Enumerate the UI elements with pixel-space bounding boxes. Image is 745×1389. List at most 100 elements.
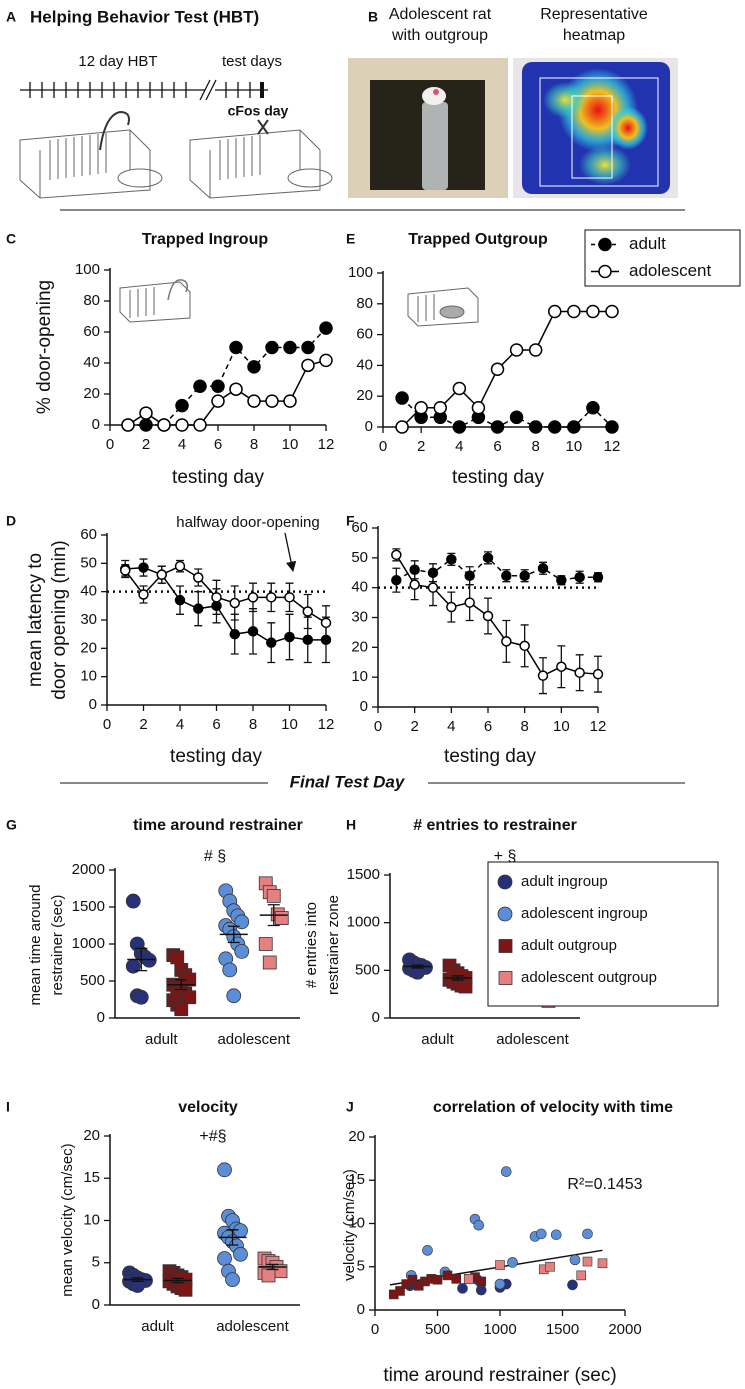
series-line — [401, 397, 613, 428]
x-tick-label: adult — [421, 1031, 454, 1048]
data-point — [567, 304, 581, 319]
legend-marker — [498, 939, 513, 953]
heatmap — [513, 58, 678, 198]
data-point — [582, 1228, 593, 1240]
x-tick-label: 0 — [103, 716, 111, 733]
y-tick-label: 5 — [357, 1258, 365, 1275]
series-line — [128, 327, 327, 426]
legend-label: adolescent outgroup — [521, 969, 657, 986]
data-point — [407, 1274, 418, 1285]
y-tick-label: 2000 — [72, 861, 105, 878]
data-point — [125, 893, 141, 909]
x-axis-label: testing day — [444, 746, 536, 767]
panel-letter: J — [346, 1099, 354, 1115]
panel-letter: A — [6, 9, 16, 25]
data-point — [464, 597, 475, 608]
y-tick-label: 80 — [83, 292, 100, 309]
x-axis-label: testing day — [170, 746, 262, 767]
y-tick-label: 40 — [356, 356, 373, 373]
x-tick-label: 1000 — [483, 1321, 516, 1338]
y-tick-label: 20 — [80, 639, 97, 656]
data-point — [229, 340, 243, 355]
y-tick-label: 40 — [80, 583, 97, 600]
data-point — [475, 1284, 487, 1296]
data-point — [211, 592, 222, 603]
inset-sketch — [119, 279, 479, 327]
x-tick-label: 12 — [590, 718, 607, 735]
error-bar — [135, 947, 148, 972]
data-point — [302, 606, 313, 617]
annotation: +#§ — [199, 1128, 226, 1145]
data-point — [247, 592, 259, 603]
photo — [348, 58, 508, 198]
x-tick-label: 12 — [318, 436, 335, 453]
data-point — [427, 582, 439, 593]
data-point — [211, 394, 225, 408]
data-point — [138, 562, 149, 573]
data-point — [266, 889, 281, 903]
panel-letter: F — [346, 513, 355, 529]
data-point — [537, 563, 549, 574]
data-point — [302, 634, 313, 646]
x-axis-label: testing day — [172, 467, 264, 488]
data-point — [464, 570, 475, 581]
data-point — [458, 979, 473, 994]
legend-marker — [497, 874, 513, 890]
section-title: Final Test Day — [290, 772, 406, 791]
error-bar — [411, 964, 424, 969]
data-point — [174, 560, 186, 572]
data-point — [395, 420, 409, 434]
legend-marker — [498, 971, 513, 985]
data-point — [233, 1246, 248, 1262]
y-tick-label: 1500 — [72, 898, 105, 915]
data-point — [395, 1286, 405, 1296]
x-axis-label: testing day — [452, 467, 544, 488]
y-tick-label: 20 — [83, 1127, 100, 1144]
series-line — [124, 565, 327, 624]
x-tick-label: 4 — [447, 718, 455, 735]
data-point — [120, 565, 131, 576]
image-label: heatmap — [563, 27, 625, 44]
series-line — [125, 566, 326, 644]
data-point — [545, 1261, 555, 1272]
data-point — [409, 579, 420, 590]
data-point — [569, 1254, 581, 1266]
data-point — [592, 668, 604, 680]
data-point — [121, 418, 135, 432]
y-tick-label: 10 — [80, 668, 97, 685]
data-point — [574, 571, 585, 583]
data-point — [494, 1278, 506, 1290]
y-tick-label: 1000 — [72, 935, 105, 952]
x-tick-label: 2 — [142, 436, 150, 453]
image-label: with outgroup — [391, 27, 488, 44]
data-point — [548, 304, 562, 319]
y-tick-label: 10 — [351, 668, 368, 685]
data-point — [301, 340, 315, 355]
data-point — [391, 549, 402, 561]
data-point — [193, 603, 204, 614]
error-bar — [227, 925, 240, 944]
data-point — [482, 552, 494, 564]
y-axis-label: velocity (cm/sec) — [341, 1169, 358, 1281]
y-axis-label: % door-opening — [34, 280, 55, 414]
x-tick-label: 12 — [318, 716, 335, 733]
data-point — [509, 343, 524, 357]
annotation: R²=0.1453 — [567, 1176, 642, 1193]
chart-title: Trapped Ingroup — [142, 231, 268, 248]
data-point — [320, 617, 332, 629]
chart-title: correlation of velocity with time — [433, 1099, 673, 1116]
data-point — [266, 592, 277, 603]
y-tick-label: 0 — [97, 1009, 105, 1026]
data-point — [217, 1251, 232, 1266]
y-tick-label: 100 — [348, 264, 373, 281]
data-point — [247, 394, 261, 408]
legend-box — [487, 861, 719, 1007]
panel-letter: I — [6, 1099, 10, 1115]
data-point — [432, 1274, 443, 1285]
x-tick-label: 6 — [214, 436, 222, 453]
data-point — [247, 360, 261, 374]
data-point — [473, 1219, 485, 1231]
x-tick-label: 0 — [374, 718, 382, 735]
x-tick-label: 2 — [139, 716, 147, 733]
data-point — [265, 340, 279, 355]
